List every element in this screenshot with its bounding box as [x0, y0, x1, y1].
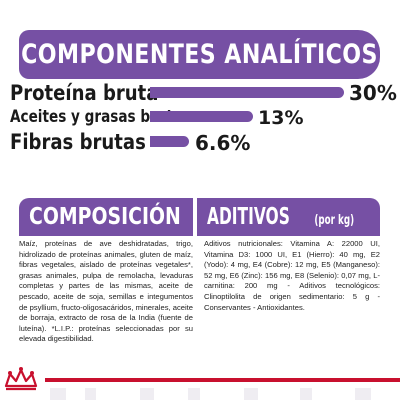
- additives-text: Aditivos nutricionales: Vitamina A: 2200…: [204, 239, 380, 312]
- analytic-row-fats: Aceites y grasas brutos: [10, 107, 236, 127]
- composition-title: COMPOSICIÓN: [29, 204, 181, 230]
- composition-header: COMPOSICIÓN: [19, 198, 193, 236]
- additives-title: ADITIVOS: [207, 204, 290, 230]
- additives-title-suffix: (por kg): [314, 213, 355, 228]
- fats-bar: [150, 111, 253, 122]
- footer-red-line: [45, 378, 400, 382]
- analytic-components-title: COMPONENTES ANALÍTICOS: [21, 39, 378, 70]
- composition-text: Maíz, proteínas de ave deshidratadas, tr…: [19, 239, 193, 344]
- protein-value: 30%: [349, 81, 397, 105]
- fiber-bar: [150, 136, 189, 147]
- fiber-label: Fibras brutas: [10, 130, 146, 154]
- fats-value: 13%: [258, 107, 304, 129]
- analytic-row-protein: Proteína bruta: [10, 81, 183, 105]
- fiber-value: 6.6%: [195, 131, 251, 155]
- crown-logo-icon: [4, 367, 38, 391]
- bottom-decor: [0, 388, 400, 400]
- additives-header: ADITIVOS (por kg): [197, 198, 380, 236]
- analytic-components-banner: COMPONENTES ANALÍTICOS: [19, 30, 380, 79]
- analytic-row-fiber: Fibras brutas: [10, 130, 168, 154]
- protein-label: Proteína bruta: [10, 81, 159, 105]
- protein-bar: [150, 87, 344, 98]
- fats-label: Aceites y grasas brutos: [10, 107, 191, 127]
